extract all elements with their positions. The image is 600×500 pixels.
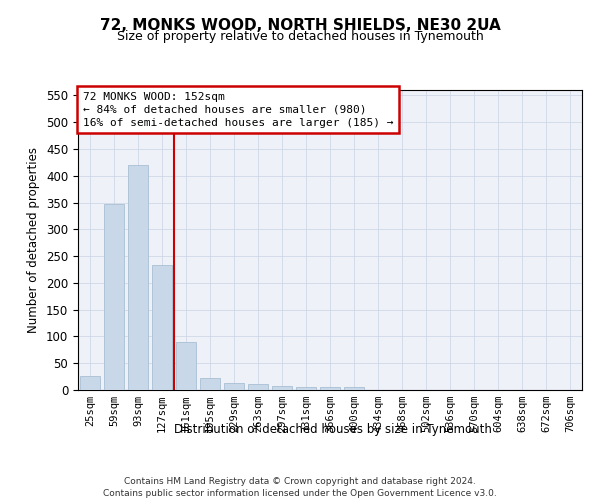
- Text: 72, MONKS WOOD, NORTH SHIELDS, NE30 2UA: 72, MONKS WOOD, NORTH SHIELDS, NE30 2UA: [100, 18, 500, 32]
- Bar: [248, 384, 268, 390]
- Bar: [272, 386, 292, 390]
- Text: Contains HM Land Registry data © Crown copyright and database right 2024.: Contains HM Land Registry data © Crown c…: [124, 478, 476, 486]
- Bar: [152, 265, 172, 390]
- Bar: [224, 382, 244, 390]
- Text: Distribution of detached houses by size in Tynemouth: Distribution of detached houses by size …: [174, 422, 492, 436]
- Bar: [320, 387, 340, 390]
- Bar: [104, 204, 124, 390]
- Bar: [344, 388, 364, 390]
- Bar: [200, 378, 220, 390]
- Text: 72 MONKS WOOD: 152sqm
← 84% of detached houses are smaller (980)
16% of semi-det: 72 MONKS WOOD: 152sqm ← 84% of detached …: [83, 92, 394, 128]
- Y-axis label: Number of detached properties: Number of detached properties: [28, 147, 40, 333]
- Bar: [296, 387, 316, 390]
- Bar: [80, 376, 100, 390]
- Text: Size of property relative to detached houses in Tynemouth: Size of property relative to detached ho…: [116, 30, 484, 43]
- Bar: [176, 342, 196, 390]
- Bar: [128, 165, 148, 390]
- Text: Contains public sector information licensed under the Open Government Licence v3: Contains public sector information licen…: [103, 489, 497, 498]
